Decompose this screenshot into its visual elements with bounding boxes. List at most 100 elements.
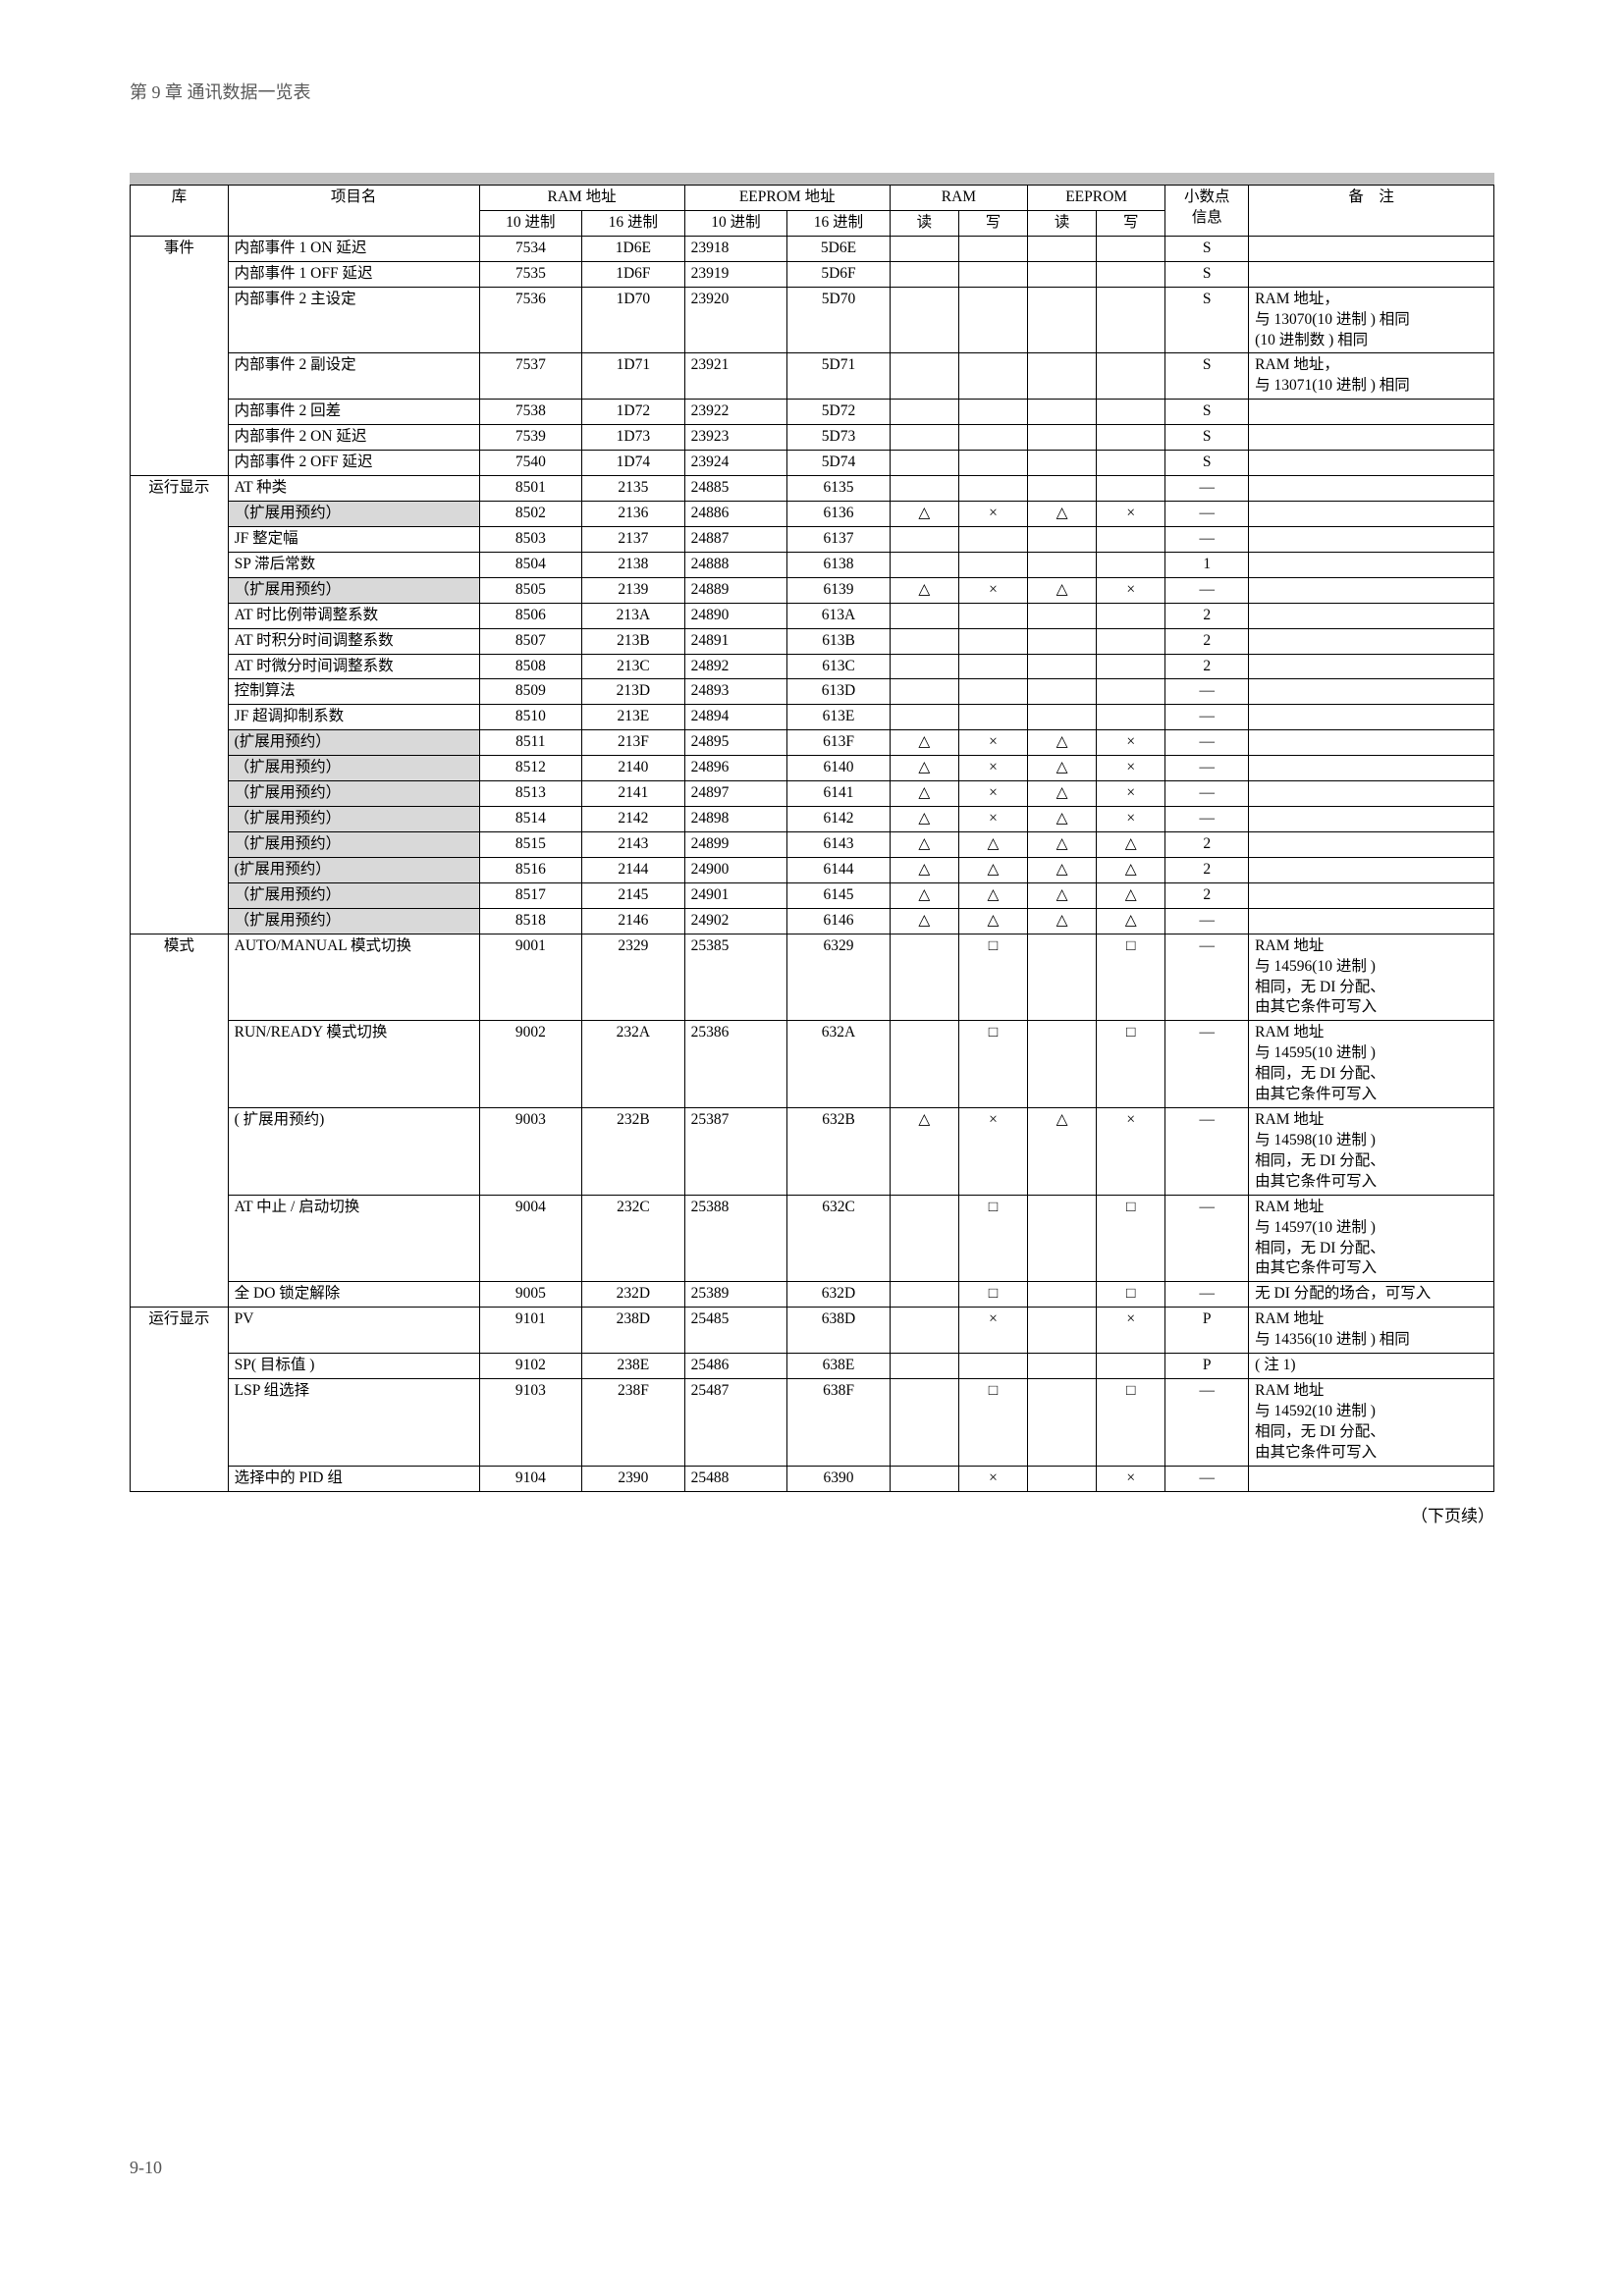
cell: 6143 [787, 831, 891, 857]
cell: △ [958, 908, 1027, 934]
cell: 9004 [479, 1195, 582, 1282]
cell [958, 679, 1027, 705]
cell: 24895 [684, 730, 787, 756]
cell: 9101 [479, 1308, 582, 1354]
cell [1249, 236, 1494, 261]
cell: — [1165, 1195, 1249, 1282]
cell: 5D73 [787, 425, 891, 451]
cell [890, 705, 958, 730]
cell: 632B [787, 1108, 891, 1196]
cell: △ [890, 807, 958, 832]
table-row: SP 滞后常数850421382488861381 [131, 552, 1494, 577]
cell: 25385 [684, 934, 787, 1021]
cell: △ [890, 501, 958, 526]
cell [890, 1308, 958, 1354]
cell [890, 552, 958, 577]
cell [890, 1195, 958, 1282]
cell: 25387 [684, 1108, 787, 1196]
cell: （扩展用预约） [228, 908, 479, 934]
cell: 2145 [582, 882, 685, 908]
cell: △ [1028, 857, 1097, 882]
cell: RAM 地址 与 14597(10 进制 ) 相同，无 DI 分配、 由其它条件… [1249, 1195, 1494, 1282]
cell: 613A [787, 603, 891, 628]
cell: □ [1097, 1282, 1165, 1308]
cell [958, 705, 1027, 730]
cell: 2 [1165, 628, 1249, 654]
cell: × [1097, 781, 1165, 807]
cell: 24889 [684, 577, 787, 603]
cell: × [958, 1466, 1027, 1491]
cell [890, 400, 958, 425]
cell [1249, 807, 1494, 832]
cell [1028, 679, 1097, 705]
cell: 1D73 [582, 425, 685, 451]
cell: — [1165, 807, 1249, 832]
cell [1249, 451, 1494, 476]
cell: S [1165, 236, 1249, 261]
cell: 7535 [479, 261, 582, 287]
cell: × [958, 501, 1027, 526]
category-cell: 运行显示 [131, 476, 229, 934]
cell: 213E [582, 705, 685, 730]
cell: 2329 [582, 934, 685, 1021]
cell: 8505 [479, 577, 582, 603]
cell: × [958, 730, 1027, 756]
cell [958, 476, 1027, 502]
cell: □ [958, 934, 1027, 1021]
cell: 8513 [479, 781, 582, 807]
cell: 8507 [479, 628, 582, 654]
cell: 7540 [479, 451, 582, 476]
cell [890, 603, 958, 628]
cell: — [1165, 679, 1249, 705]
cell: 内部事件 2 主设定 [228, 287, 479, 353]
cell [890, 654, 958, 679]
cell: (扩展用预约） [228, 857, 479, 882]
cell: × [1097, 730, 1165, 756]
cell: × [1097, 577, 1165, 603]
cell: 23918 [684, 236, 787, 261]
cell [890, 934, 958, 1021]
cell: AT 时微分时间调整系数 [228, 654, 479, 679]
table-row: (扩展用预约）85162144249006144△△△△2 [131, 857, 1494, 882]
table-row: 选择中的 PID 组91042390254886390××— [131, 1466, 1494, 1491]
cell [1249, 628, 1494, 654]
cell: AT 种类 [228, 476, 479, 502]
cell: （扩展用预约） [228, 577, 479, 603]
cell: △ [1097, 908, 1165, 934]
cell [1249, 705, 1494, 730]
cell [958, 353, 1027, 400]
cell [1028, 353, 1097, 400]
col-hex: 16 进制 [582, 210, 685, 236]
cell: 6142 [787, 807, 891, 832]
cell [1097, 603, 1165, 628]
col-dec: 10 进制 [479, 210, 582, 236]
cell: SP( 目标值 ) [228, 1354, 479, 1379]
cell: — [1165, 501, 1249, 526]
cell: × [1097, 501, 1165, 526]
cell: 24887 [684, 526, 787, 552]
cell: □ [958, 1021, 1027, 1108]
cell [1028, 526, 1097, 552]
cell: 25485 [684, 1308, 787, 1354]
cell [1249, 552, 1494, 577]
cell: 2141 [582, 781, 685, 807]
cell [890, 451, 958, 476]
cell: 25487 [684, 1379, 787, 1467]
cell [958, 451, 1027, 476]
cell: 23924 [684, 451, 787, 476]
cell: △ [890, 857, 958, 882]
cell: 232A [582, 1021, 685, 1108]
cell: S [1165, 353, 1249, 400]
cell [1249, 1466, 1494, 1491]
cell: 2 [1165, 831, 1249, 857]
cell: △ [1097, 882, 1165, 908]
cell: 全 DO 锁定解除 [228, 1282, 479, 1308]
cell: 238F [582, 1379, 685, 1467]
table-row: AT 时微分时间调整系数8508213C24892613C2 [131, 654, 1494, 679]
category-cell: 模式 [131, 934, 229, 1308]
cell: △ [1028, 501, 1097, 526]
cell [1249, 781, 1494, 807]
col-remarks: 备 注 [1249, 186, 1494, 237]
col-write: 写 [958, 210, 1027, 236]
cell: — [1165, 730, 1249, 756]
